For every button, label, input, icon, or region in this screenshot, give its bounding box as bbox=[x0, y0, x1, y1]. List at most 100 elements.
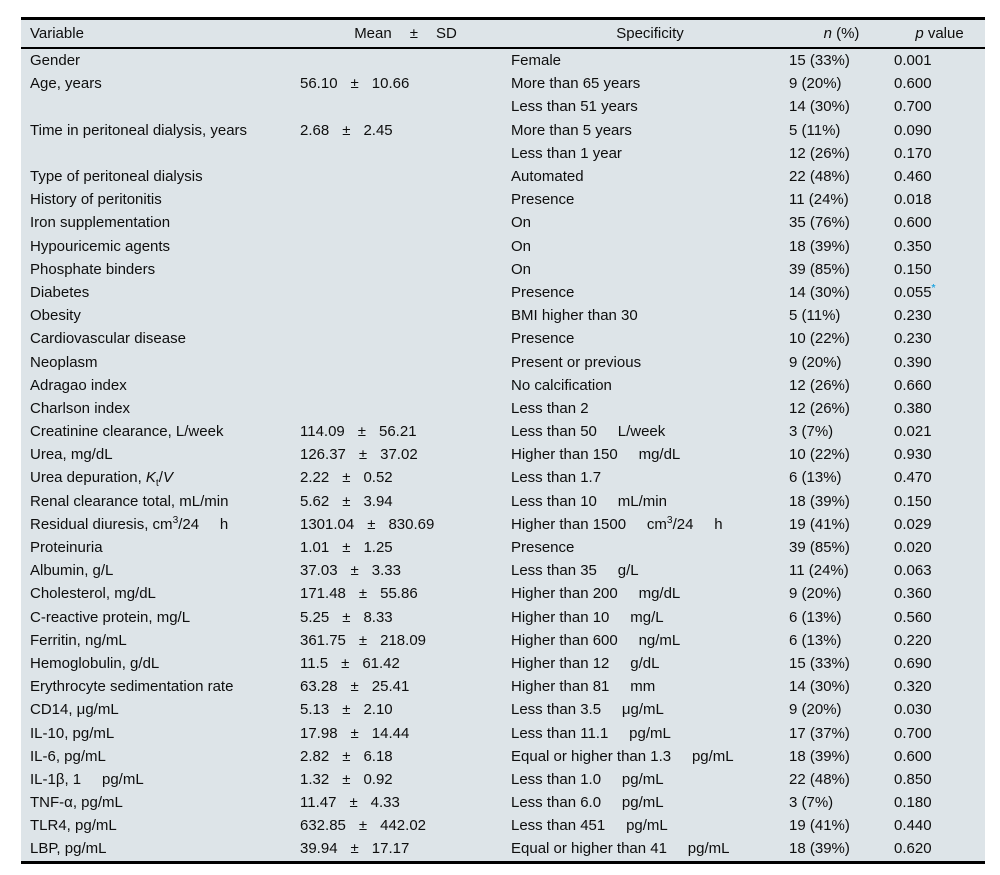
mean-value: 63.28 bbox=[300, 678, 338, 696]
mean-sd-cell: 5.62 ±3.94 bbox=[300, 493, 511, 510]
header-p-value: p value bbox=[915, 25, 964, 42]
mean-sd-cell: 361.75 ±218.09 bbox=[300, 632, 511, 649]
n-percent-cell: 11 (24%) bbox=[789, 191, 849, 209]
plus-minus-symbol: ± bbox=[349, 794, 358, 812]
mean-sd-cell: 2.82 ±6.18 bbox=[300, 748, 511, 765]
p-value-cell: 0.021 bbox=[894, 423, 932, 441]
table-row: Hemoglobulin, g/dL 11.5 ±61.42 Higher than … bbox=[21, 652, 985, 675]
p-value-cell: 0.620 bbox=[894, 840, 932, 858]
sd-value: 218.09 bbox=[380, 631, 427, 649]
mean-value: 1.32 bbox=[300, 770, 330, 788]
statistics-table: Variable Mean ± SD Specificity n (%) p v… bbox=[21, 17, 985, 864]
header-sd-label: SD bbox=[435, 25, 457, 42]
table-row: Age, years 56.10 ±10.66 More than 65 years 9… bbox=[21, 72, 985, 95]
specificity-cell: On bbox=[511, 260, 532, 278]
n-percent-cell: 10 (22%) bbox=[789, 330, 850, 348]
p-value-cell: 0.360 bbox=[894, 585, 932, 603]
n-percent-cell: 22 (48%) bbox=[789, 168, 850, 186]
sd-value: 25.41 bbox=[371, 678, 410, 696]
variable-cell: TLR4, pg/mL bbox=[30, 817, 117, 835]
mean-value: 1.01 bbox=[300, 539, 330, 557]
table-row: TLR4, pg/mL 632.85 ±442.02 Less than 451 pg… bbox=[21, 814, 985, 837]
n-percent-cell: 35 (76%) bbox=[789, 214, 850, 232]
sd-value: 37.02 bbox=[380, 446, 418, 464]
plus-minus-symbol: ± bbox=[342, 121, 351, 139]
specificity-cell: Automated bbox=[511, 168, 584, 186]
table-row: Phosphate binders On 39 (85%) 0.150 bbox=[21, 258, 985, 281]
specificity-cell: More than 5 years bbox=[511, 121, 632, 139]
n-percent-cell: 10 (22%) bbox=[789, 446, 850, 464]
sd-value: 8.33 bbox=[363, 608, 393, 626]
mean-value: 39.94 bbox=[300, 840, 338, 858]
specificity-cell: Less than 3.5 μg/mL bbox=[511, 701, 664, 719]
mean-value: 114.09 bbox=[300, 423, 345, 441]
specificity-cell: Equal or higher than 41 pg/mL bbox=[511, 840, 730, 858]
mean-sd-cell: 1.32 ±0.92 bbox=[300, 771, 511, 788]
sd-value: 3.94 bbox=[363, 492, 393, 510]
n-percent-cell: 14 (30%) bbox=[789, 678, 850, 696]
mean-sd-cell: 5.13 ±2.10 bbox=[300, 701, 511, 718]
plus-minus-symbol: ± bbox=[342, 770, 351, 788]
sd-value: 4.33 bbox=[370, 794, 400, 812]
p-value-cell: 0.930 bbox=[894, 446, 932, 464]
plus-minus-symbol: ± bbox=[341, 654, 350, 672]
variable-cell: CD14, μg/mL bbox=[30, 701, 119, 719]
p-value-cell: 0.390 bbox=[894, 353, 932, 371]
n-percent-cell: 14 (30%) bbox=[789, 283, 850, 301]
table-row: IL-6, pg/mL 2.82 ±6.18 Equal or higher than… bbox=[21, 745, 985, 768]
p-value-cell: 0.230 bbox=[894, 330, 932, 348]
sd-value: 14.44 bbox=[371, 724, 410, 742]
mean-value: 171.48 bbox=[300, 585, 346, 603]
n-percent-cell: 6 (13%) bbox=[789, 631, 842, 649]
p-value-cell: 0.150 bbox=[894, 260, 932, 278]
table-row: History of peritonitis Presence 11 (24%) 0.… bbox=[21, 188, 985, 211]
variable-cell: Age, years bbox=[30, 75, 102, 93]
sd-value: 1.25 bbox=[363, 539, 393, 557]
mean-value: 17.98 bbox=[300, 724, 338, 742]
plus-minus-symbol: ± bbox=[350, 724, 359, 742]
sd-value: 2.10 bbox=[363, 701, 393, 719]
table-row: Less than 1 year 12 (26%) 0.170 bbox=[21, 142, 985, 165]
p-value-cell: 0.230 bbox=[894, 307, 932, 325]
variable-cell: Iron supplementation bbox=[30, 214, 171, 232]
header-n-percent: n (%) bbox=[823, 25, 860, 42]
plus-minus-symbol: ± bbox=[350, 840, 359, 858]
table-row: Less than 51 years 14 (30%) 0.700 bbox=[21, 95, 985, 118]
sd-value: 10.66 bbox=[371, 75, 410, 93]
n-percent-cell: 19 (41%) bbox=[789, 515, 850, 533]
specificity-cell: Present or previous bbox=[511, 353, 642, 371]
header-plus-minus: ± bbox=[409, 25, 418, 42]
variable-cell: Phosphate binders bbox=[30, 260, 156, 278]
mean-sd-cell: 17.98 ±14.44 bbox=[300, 725, 511, 742]
n-percent-cell: 6 (13%) bbox=[789, 608, 842, 626]
header-specificity: Specificity bbox=[616, 25, 684, 42]
p-value-cell: 0.150 bbox=[894, 492, 932, 510]
table-row: Cholesterol, mg/dL 171.48 ±55.86 Higher tha… bbox=[21, 582, 985, 605]
table-row: Cardiovascular disease Presence 10 (22%) 0.… bbox=[21, 327, 985, 350]
variable-cell: Ferritin, ng/mL bbox=[30, 631, 127, 649]
sd-value: 2.45 bbox=[363, 121, 393, 139]
specificity-cell: On bbox=[511, 214, 532, 232]
sd-value: 0.92 bbox=[363, 770, 393, 788]
plus-minus-symbol: ± bbox=[342, 539, 351, 557]
mean-value: 5.25 bbox=[300, 608, 330, 626]
variable-cell: Renal clearance total, mL/min bbox=[30, 492, 229, 510]
table-row: Proteinuria 1.01 ±1.25 Presence 39 (85%) 0.02… bbox=[21, 536, 985, 559]
variable-cell: Neoplasm bbox=[30, 353, 98, 371]
specificity-cell: Presence bbox=[511, 539, 575, 557]
sd-value: 0.52 bbox=[363, 469, 393, 487]
variable-cell: Cardiovascular disease bbox=[30, 330, 186, 348]
n-percent-cell: 9 (20%) bbox=[789, 353, 842, 371]
specificity-cell: Higher than 10 mg/L bbox=[511, 608, 664, 626]
n-percent-cell: 39 (85%) bbox=[789, 260, 850, 278]
header-mean-label: Mean bbox=[354, 25, 392, 42]
table-row: Hypouricemic agents On 18 (39%) 0.350 bbox=[21, 235, 985, 258]
sd-value: 56.21 bbox=[379, 423, 417, 441]
header-variable: Variable bbox=[30, 25, 84, 42]
p-value-cell: 0.700 bbox=[894, 98, 932, 116]
specificity-cell: Less than 451 pg/mL bbox=[511, 817, 668, 835]
variable-cell: TNF-α, pg/mL bbox=[30, 794, 123, 812]
specificity-cell: Less than 6.0 pg/mL bbox=[511, 794, 664, 812]
table-row: Residual diuresis, cm3/24 h 1301.04 ±830.6… bbox=[21, 513, 985, 536]
variable-cell: Urea, mg/dL bbox=[30, 446, 113, 464]
